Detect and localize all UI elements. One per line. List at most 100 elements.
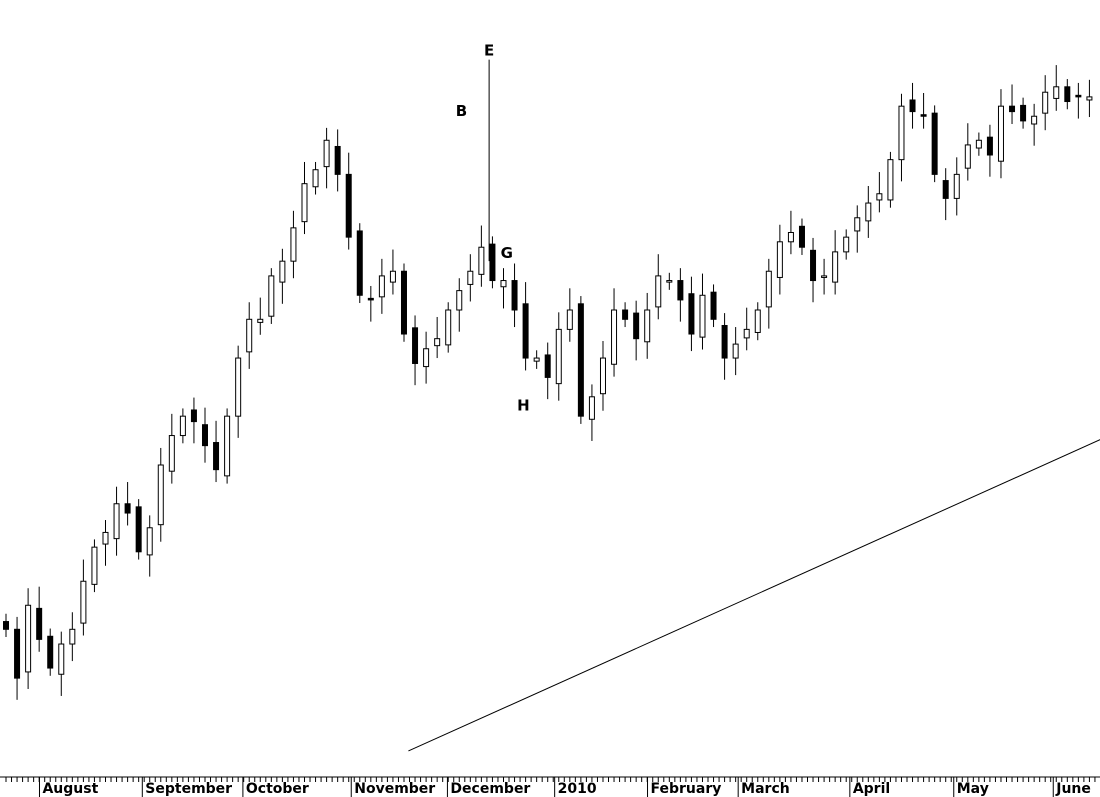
- candle-body: [710, 291, 717, 320]
- candle-body: [964, 144, 971, 169]
- x-axis: August September October November December 20…: [0, 776, 1100, 797]
- candle: [201, 407, 208, 463]
- candle-body: [1020, 104, 1027, 122]
- candle: [887, 151, 894, 208]
- candle-body: [854, 217, 861, 232]
- candle-body: [445, 309, 452, 346]
- candle-body: [721, 325, 728, 359]
- candle: [102, 520, 109, 566]
- x-tick-label: October: [246, 781, 309, 797]
- candle-body: [1075, 94, 1082, 98]
- candle: [356, 223, 363, 304]
- candle-body: [47, 635, 54, 669]
- annotation-label-e: E: [484, 42, 494, 60]
- candle-body: [224, 415, 231, 477]
- candle: [588, 384, 595, 441]
- candle: [1064, 79, 1071, 110]
- candle: [787, 210, 794, 255]
- candle-body: [787, 232, 794, 243]
- candle-body: [942, 180, 949, 199]
- candle: [135, 499, 142, 560]
- candle: [898, 93, 905, 182]
- candle: [467, 254, 474, 302]
- candle: [1020, 97, 1027, 129]
- x-tick-label: March: [741, 781, 790, 797]
- candle: [36, 586, 43, 652]
- candle-body: [1086, 96, 1093, 101]
- candle-body: [400, 270, 407, 335]
- candle-body: [1031, 115, 1038, 125]
- candle: [920, 93, 927, 129]
- candle: [699, 273, 706, 350]
- candle: [445, 302, 452, 353]
- x-tick-label: December: [450, 781, 530, 797]
- candle-body: [544, 354, 551, 378]
- candle-body: [920, 114, 927, 117]
- candle-body: [489, 243, 496, 282]
- candle-body: [135, 506, 142, 553]
- candle-body: [168, 435, 175, 472]
- candle-body: [644, 309, 651, 343]
- candle-body: [102, 531, 109, 545]
- candle: [566, 288, 573, 342]
- candle-body: [423, 348, 430, 368]
- candle: [677, 268, 684, 322]
- candle-body: [80, 580, 87, 624]
- candle: [312, 161, 319, 195]
- candle-body: [931, 112, 938, 175]
- candle-body: [412, 327, 419, 364]
- candle-body: [36, 607, 43, 640]
- candle: [821, 258, 828, 295]
- candle: [964, 123, 971, 181]
- candle: [810, 237, 817, 303]
- candle: [832, 230, 839, 295]
- candle-body: [821, 275, 828, 278]
- candle: [434, 316, 441, 359]
- candle: [754, 302, 761, 341]
- candle: [776, 224, 783, 295]
- candle: [58, 631, 65, 696]
- candle: [146, 515, 153, 577]
- x-tick-label: May: [957, 781, 989, 797]
- candle: [25, 588, 32, 689]
- candle-body: [113, 503, 120, 540]
- candle: [1086, 79, 1093, 118]
- candle-body: [58, 643, 65, 675]
- candle: [423, 331, 430, 384]
- candle: [179, 408, 186, 444]
- candle-body: [986, 136, 993, 156]
- candle: [279, 248, 286, 304]
- candle: [367, 285, 374, 322]
- candle-body: [201, 424, 208, 447]
- candle-body: [909, 99, 916, 113]
- candle-body: [301, 183, 308, 223]
- candle-body: [235, 357, 242, 417]
- candle-body: [179, 415, 186, 437]
- candle-body: [478, 246, 485, 275]
- candle: [1053, 65, 1060, 111]
- candle: [91, 539, 98, 593]
- candle-body: [611, 309, 618, 365]
- candle-body: [555, 328, 562, 385]
- candle-body: [599, 357, 606, 395]
- candle: [876, 172, 883, 213]
- candle-body: [3, 621, 9, 630]
- candle: [986, 124, 993, 177]
- candle: [378, 258, 385, 314]
- candle: [611, 288, 618, 377]
- candle: [931, 105, 938, 183]
- candle: [721, 313, 728, 380]
- candle-body: [997, 105, 1004, 162]
- candle-body: [378, 275, 385, 298]
- candle: [157, 447, 164, 542]
- candle-body: [677, 280, 684, 301]
- candle-body: [699, 294, 706, 338]
- candle-body: [743, 328, 750, 339]
- candle-body: [754, 309, 761, 333]
- candle: [644, 292, 651, 359]
- candle: [942, 168, 949, 221]
- candle-body: [622, 309, 629, 320]
- candle-body: [279, 260, 286, 283]
- candle: [533, 350, 540, 369]
